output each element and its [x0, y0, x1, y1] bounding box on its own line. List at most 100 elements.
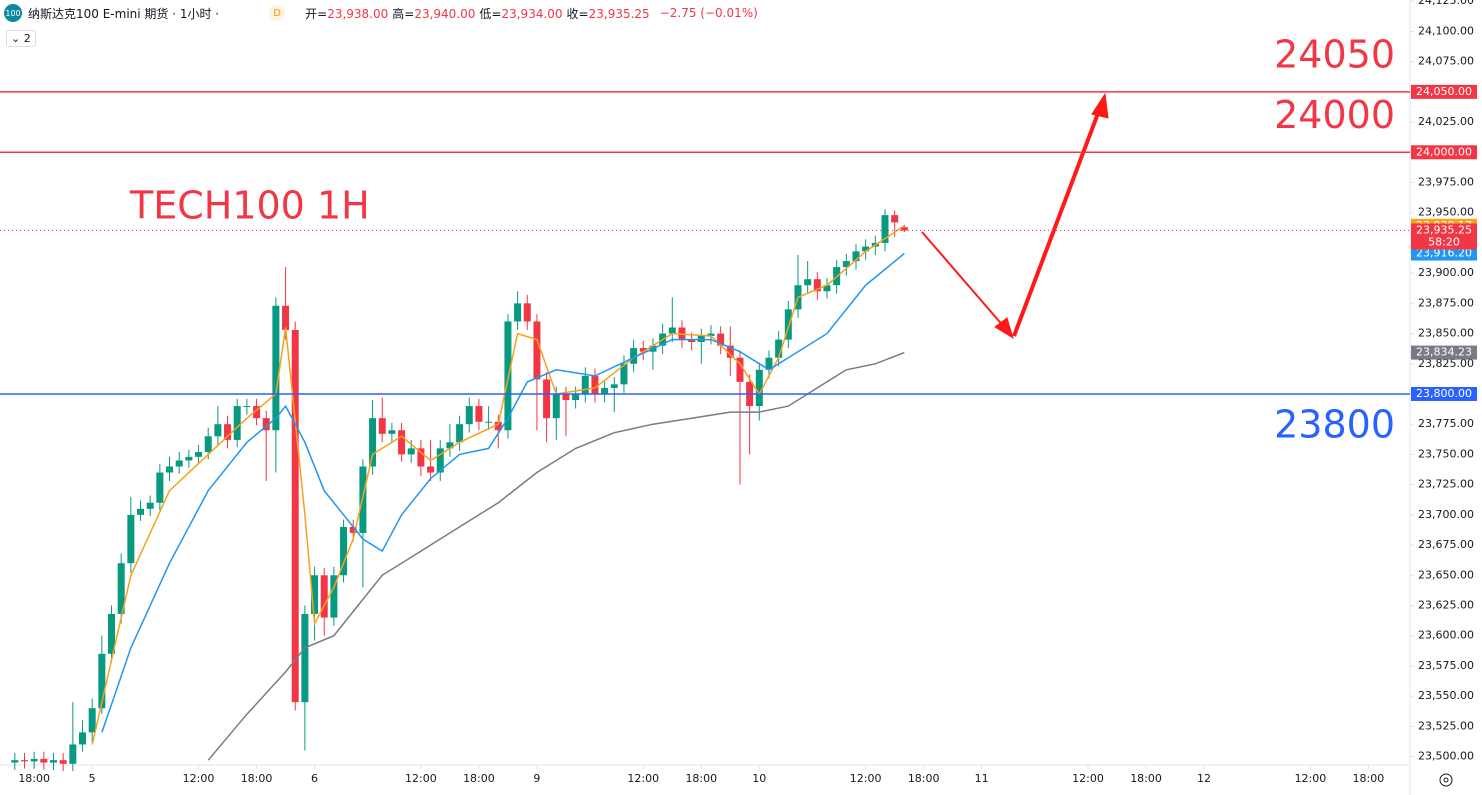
candle-body — [842, 261, 850, 268]
ma-badge-label: 23,834.23 — [1416, 346, 1472, 359]
ohlc-label: 收= — [566, 6, 589, 21]
candle-body — [146, 502, 154, 509]
candle-body — [407, 448, 415, 455]
settings-icon[interactable] — [1439, 773, 1453, 787]
price-badge-label: 23,935.25 — [1416, 224, 1472, 237]
arrowhead — [994, 317, 1014, 340]
x-tick-label: 10 — [752, 772, 766, 785]
candle-body — [610, 384, 618, 388]
candle-body — [11, 760, 19, 763]
candle-body — [736, 357, 744, 382]
x-tick-label: 18:00 — [1353, 772, 1385, 785]
y-tick-label: 23,500.00 — [1418, 750, 1474, 763]
x-tick-label: 18:00 — [908, 772, 940, 785]
x-tick-label: 6 — [311, 772, 318, 785]
candle-body — [456, 424, 464, 443]
candle-body — [320, 575, 328, 618]
candle-body — [533, 321, 541, 380]
x-tick-label: 12:00 — [183, 772, 215, 785]
y-tick-label: 23,675.00 — [1418, 538, 1474, 551]
candle-body — [272, 305, 280, 431]
indicator-toggle[interactable]: ⌄ 2 — [6, 30, 36, 47]
y-tick-label: 23,625.00 — [1418, 598, 1474, 611]
y-tick-label: 23,575.00 — [1418, 659, 1474, 672]
level-badge-label: 24,000.00 — [1416, 145, 1472, 158]
candle-body — [69, 744, 77, 764]
badge: D — [269, 5, 286, 21]
candle-body — [581, 375, 589, 394]
candle-body — [195, 451, 203, 457]
candle-body — [166, 466, 174, 473]
candle-body — [862, 246, 870, 252]
candle-body — [485, 421, 493, 423]
candle-body — [282, 305, 290, 330]
y-tick-label: 23,750.00 — [1418, 447, 1474, 460]
x-tick-label: 12:00 — [1295, 772, 1327, 785]
x-tick-label: 12:00 — [1072, 772, 1104, 785]
x-tick-label: 12:00 — [627, 772, 659, 785]
candle-body — [572, 393, 580, 401]
ohlc: 开=23,938.00 高=23,940.00 低=23,934.00 收=23,93… — [305, 5, 654, 22]
candle-body — [311, 575, 319, 614]
level-badge — [1411, 84, 1477, 99]
y-tick-label: 23,550.00 — [1418, 689, 1474, 702]
candle-body — [127, 514, 135, 564]
y-tick-label: 23,900.00 — [1418, 266, 1474, 279]
gear — [1439, 773, 1453, 787]
x-tick-label: 12 — [1197, 772, 1211, 785]
ma-badge-label: 23,916.20 — [1416, 247, 1472, 260]
candle-body — [253, 406, 261, 419]
candle-body — [881, 215, 889, 243]
y-tick-label: 23,775.00 — [1418, 417, 1474, 430]
candle-body — [330, 575, 338, 618]
level-text: 24000 — [1274, 93, 1395, 137]
candle-body — [475, 406, 483, 422]
candle-body — [717, 333, 725, 346]
candle-body — [398, 430, 406, 455]
candle-body — [688, 339, 696, 343]
candle-body — [117, 563, 125, 614]
ohlc-value: 23,940.00 — [414, 6, 476, 21]
candle-body — [88, 708, 96, 733]
candle-body — [156, 472, 164, 503]
y-tick-label: 23,700.00 — [1418, 508, 1474, 521]
candle-body — [417, 448, 425, 467]
y-tick-label: 23,650.00 — [1418, 568, 1474, 581]
candle-body — [707, 333, 715, 336]
level-badge-label: 24,050.00 — [1416, 85, 1472, 98]
candle-body — [784, 309, 792, 340]
ohlc-value: 23,934.00 — [501, 6, 563, 21]
candle-body — [378, 418, 386, 434]
arrow — [1012, 107, 1102, 337]
candle-body — [175, 460, 183, 467]
candle-body — [98, 653, 106, 709]
candle-body — [804, 279, 812, 286]
candle-body — [30, 758, 38, 762]
level-badge — [1411, 145, 1477, 160]
x-tick-label: 11 — [975, 772, 989, 785]
ma-badge — [1411, 246, 1477, 261]
candle-body — [562, 393, 570, 401]
candle-body — [639, 348, 647, 352]
y-tick-label: 23,975.00 — [1418, 175, 1474, 188]
arrow — [921, 231, 1006, 329]
candle-body — [108, 613, 116, 654]
candle-body — [301, 613, 309, 703]
candle-body — [21, 760, 29, 762]
y-tick-label: 23,950.00 — [1418, 206, 1474, 219]
candle-body — [291, 329, 299, 703]
candle-body — [465, 406, 473, 425]
y-tick-label: 24,025.00 — [1418, 115, 1474, 128]
candle-body — [427, 466, 435, 473]
candle-body — [436, 448, 444, 473]
x-tick-label: 9 — [533, 772, 540, 785]
y-tick-label: 23,600.00 — [1418, 629, 1474, 642]
candle-body — [813, 279, 821, 292]
ma-line — [91, 225, 905, 745]
candle-body — [262, 418, 270, 431]
x-tick-label: 12:00 — [850, 772, 882, 785]
candle-body — [726, 345, 734, 358]
level-text: 23800 — [1274, 402, 1395, 446]
gear-center — [1443, 777, 1449, 783]
symbol-title[interactable]: 纳斯达克100 E-mini 期货 · 1小时 · — [28, 6, 220, 21]
